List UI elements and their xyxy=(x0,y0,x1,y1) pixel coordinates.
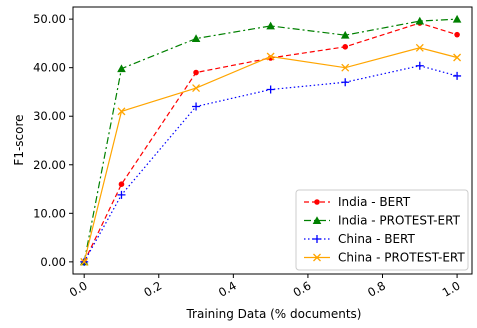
legend-item: China - PROTEST-ERT xyxy=(304,251,465,265)
data-point xyxy=(340,30,350,39)
y-tick-label: 50.00 xyxy=(33,12,66,26)
data-point xyxy=(117,190,126,199)
y-tick-label: 30.00 xyxy=(33,109,66,123)
data-point xyxy=(266,85,275,94)
data-point xyxy=(266,21,275,30)
data-point xyxy=(118,181,125,187)
data-point xyxy=(266,52,275,61)
data-point xyxy=(117,64,126,73)
y-tick-label: 20.00 xyxy=(33,158,66,172)
data-point xyxy=(193,69,199,76)
data-point xyxy=(341,78,350,87)
legend-label: India - BERT xyxy=(338,195,411,209)
x-tick-label: 0.6 xyxy=(291,278,314,299)
data-point xyxy=(453,71,462,80)
x-tick-label: 1.0 xyxy=(440,278,463,299)
legend-label: China - PROTEST-ERT xyxy=(338,251,465,265)
plot-area xyxy=(72,6,473,275)
data-point xyxy=(415,43,424,52)
data-point xyxy=(454,31,460,38)
data-point xyxy=(192,102,201,111)
x-tick-label: 0.0 xyxy=(67,278,90,299)
series-china-bert xyxy=(80,61,462,266)
legend-item: India - PROTEST-ERT xyxy=(304,214,461,228)
data-point xyxy=(191,34,201,42)
x-tick-label: 0.8 xyxy=(365,278,388,299)
x-axis-label: Training Data (% documents) xyxy=(185,307,361,321)
legend-item: India - BERT xyxy=(304,195,411,209)
series-china-protest-ert xyxy=(80,43,462,266)
series-layer xyxy=(79,14,462,266)
y-tick-label: 10.00 xyxy=(33,206,66,220)
data-point xyxy=(313,235,321,243)
x-axis: 0.0 0.2 0.4 0.6 0.8 1.0 xyxy=(67,274,463,300)
legend-label: China - BERT xyxy=(338,232,416,246)
data-point xyxy=(117,107,126,116)
y-axis: 0.00 10.00 20.00 30.00 40.00 50.00 xyxy=(33,12,73,269)
data-point xyxy=(80,257,89,266)
legend-item: China - BERT xyxy=(304,232,416,246)
data-point xyxy=(415,61,424,70)
data-point xyxy=(452,14,462,23)
data-point xyxy=(314,199,320,205)
legend: India - BERT India - PROTEST-ERT China - B… xyxy=(295,189,469,271)
data-point xyxy=(313,253,321,262)
y-axis-label: F1-score xyxy=(12,114,26,165)
data-point xyxy=(453,53,462,62)
legend-box xyxy=(295,189,469,271)
legend-label: India - PROTEST-ERT xyxy=(338,214,461,228)
data-point xyxy=(192,84,201,93)
x-tick-label: 0.4 xyxy=(216,278,239,299)
x-tick-label: 0.2 xyxy=(141,278,164,299)
plot-frame xyxy=(72,6,473,275)
data-point xyxy=(342,44,349,50)
data-point xyxy=(341,63,350,72)
data-point xyxy=(415,16,425,25)
y-tick-label: 40.00 xyxy=(33,61,66,75)
y-tick-label: 0.00 xyxy=(40,255,66,269)
data-point xyxy=(312,216,322,224)
